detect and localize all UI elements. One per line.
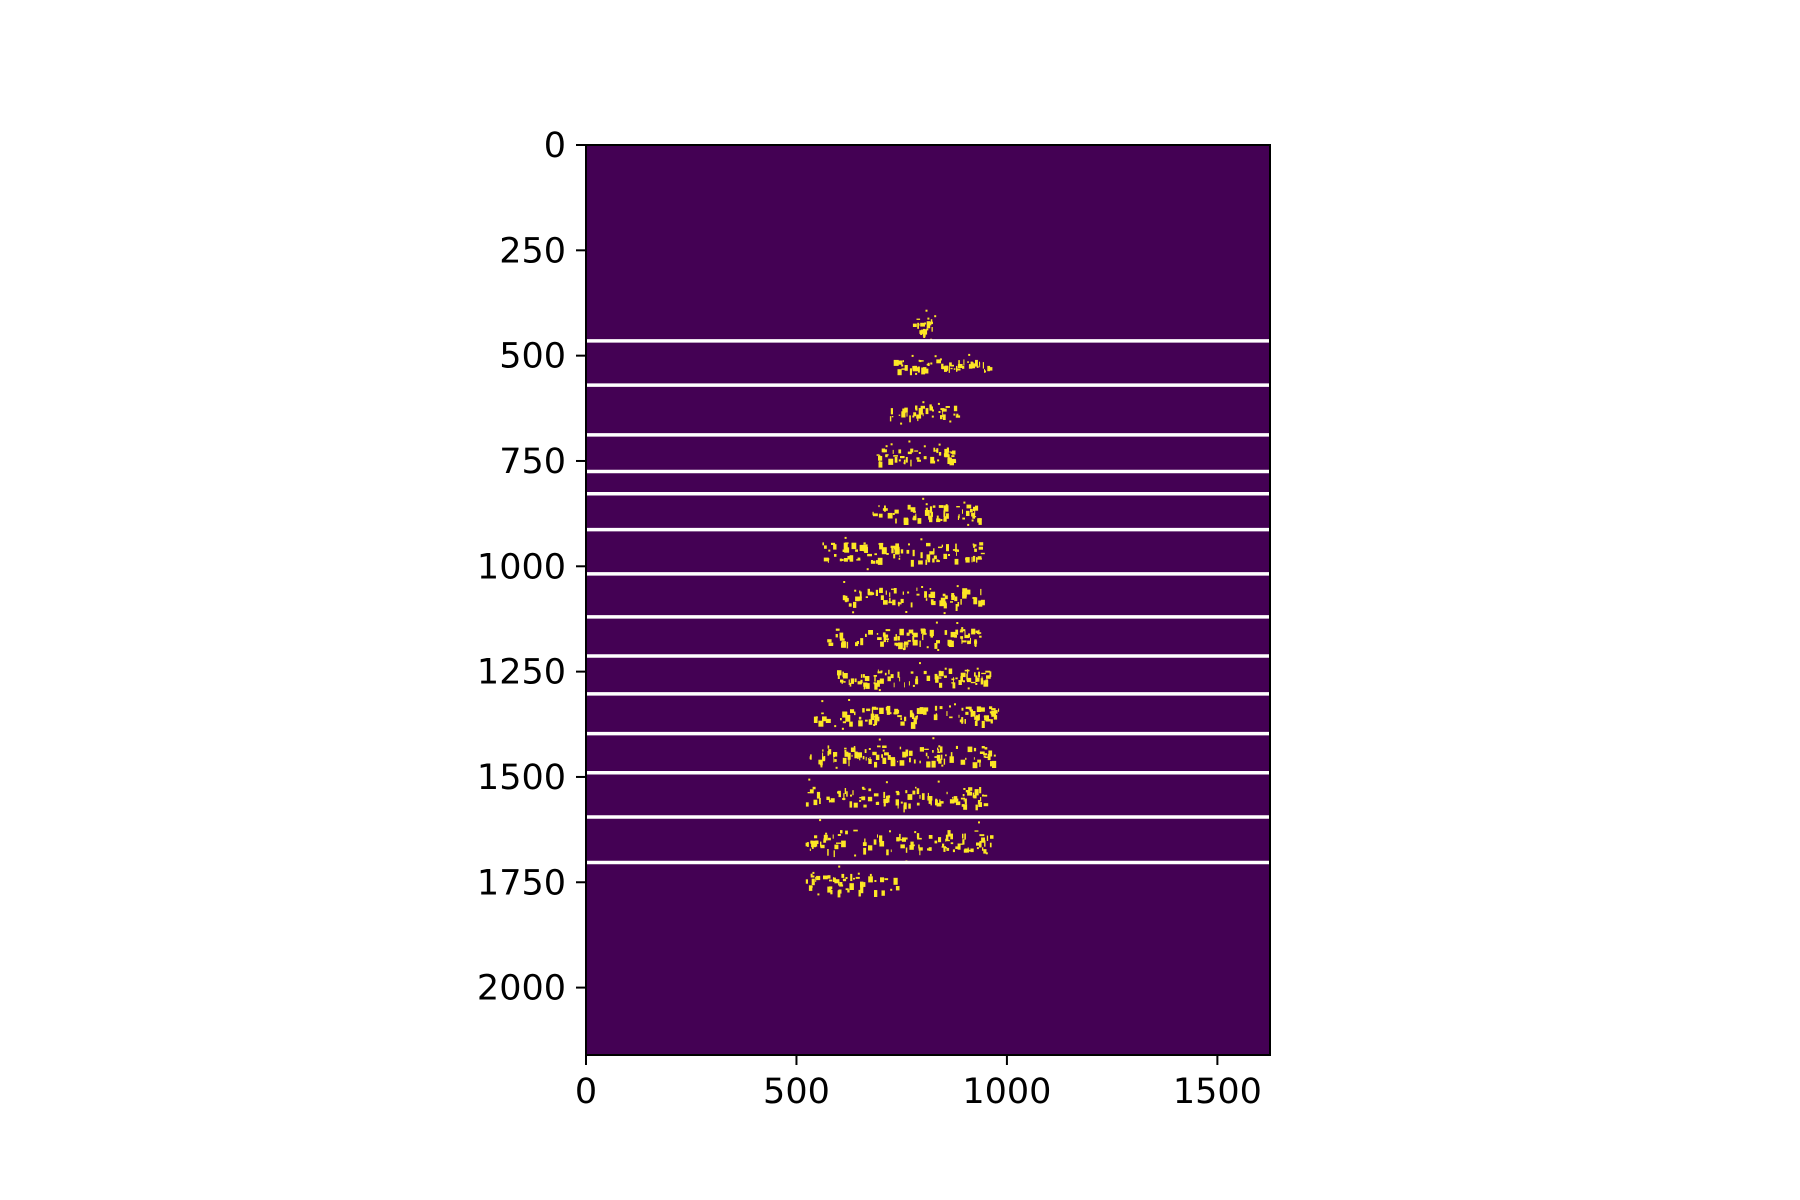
text-row-blob xyxy=(805,778,989,813)
text-row-blob xyxy=(893,353,993,376)
text-row-blob xyxy=(889,401,961,425)
text-row-blob xyxy=(827,621,982,651)
y-tick-label: 750 xyxy=(499,442,566,482)
y-tick-label: 0 xyxy=(544,126,566,166)
x-tick-label: 0 xyxy=(575,1072,597,1112)
y-tick-label: 500 xyxy=(499,337,566,377)
heatmap-image xyxy=(586,145,1270,1055)
text-row-blob xyxy=(912,309,937,341)
text-row-blob xyxy=(809,737,997,769)
text-row-blob xyxy=(876,440,957,468)
text-row-blob xyxy=(813,699,1000,730)
text-row-blob xyxy=(805,819,994,863)
y-tick-label: 2000 xyxy=(477,969,566,1009)
x-axis: 0 500 1000 1500 xyxy=(575,1055,1262,1112)
heatmap-background xyxy=(586,145,1270,1055)
y-tick-label: 1000 xyxy=(477,547,566,587)
y-tick-label: 1500 xyxy=(477,758,566,798)
text-row-blob xyxy=(837,662,992,692)
text-row-blob xyxy=(805,865,900,898)
x-tick-label: 1000 xyxy=(962,1072,1051,1112)
text-row-blob xyxy=(872,497,982,526)
text-row-blob xyxy=(842,581,985,615)
x-tick-label: 500 xyxy=(763,1072,830,1112)
y-axis: 0 250 500 750 1000 1250 1500 1750 2000 xyxy=(477,126,586,1009)
x-tick-label: 1500 xyxy=(1173,1072,1262,1112)
y-tick-label: 1750 xyxy=(477,863,566,903)
horizontal-lines xyxy=(587,339,1269,865)
text-row-blob xyxy=(822,536,985,571)
y-tick-label: 1250 xyxy=(477,653,566,693)
y-tick-label: 250 xyxy=(499,231,566,271)
axes-frame xyxy=(585,144,1271,1056)
